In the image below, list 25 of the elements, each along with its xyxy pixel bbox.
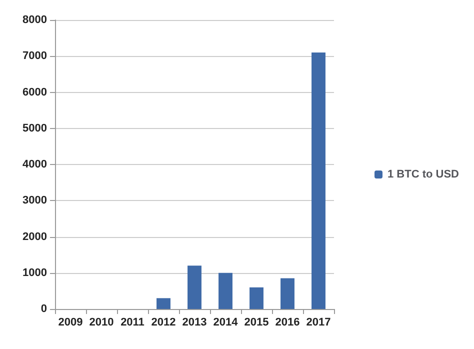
- x-tick-label: 2015: [244, 316, 269, 328]
- y-tick-label: 7000: [22, 50, 47, 62]
- bar: [218, 272, 232, 309]
- bar: [312, 52, 326, 309]
- y-tick-label: 3000: [22, 194, 47, 207]
- x-tick-label: 2012: [151, 316, 176, 328]
- y-tick-label: 8000: [22, 14, 47, 26]
- y-tick-label: 1000: [22, 266, 47, 279]
- x-tick-label: 2010: [89, 316, 114, 328]
- x-tick-label: 2014: [213, 316, 239, 328]
- y-tick-label: 5000: [22, 122, 47, 134]
- bar: [156, 298, 170, 309]
- x-tick-label: 2017: [306, 316, 331, 328]
- y-tick-label: 4000: [22, 158, 47, 170]
- y-tick-label: 6000: [22, 86, 47, 98]
- bar: [250, 287, 264, 309]
- bar: [280, 278, 294, 309]
- x-tick-label: 2013: [182, 316, 207, 328]
- x-tick-label: 2016: [275, 316, 300, 328]
- x-tick-label: 2011: [120, 316, 144, 328]
- y-tick-label: 0: [40, 303, 47, 315]
- y-tick-label: 2000: [22, 230, 47, 243]
- x-tick-label: 2009: [58, 316, 83, 328]
- legend-label: 1 BTC to USD: [388, 168, 460, 180]
- bar: [188, 266, 202, 309]
